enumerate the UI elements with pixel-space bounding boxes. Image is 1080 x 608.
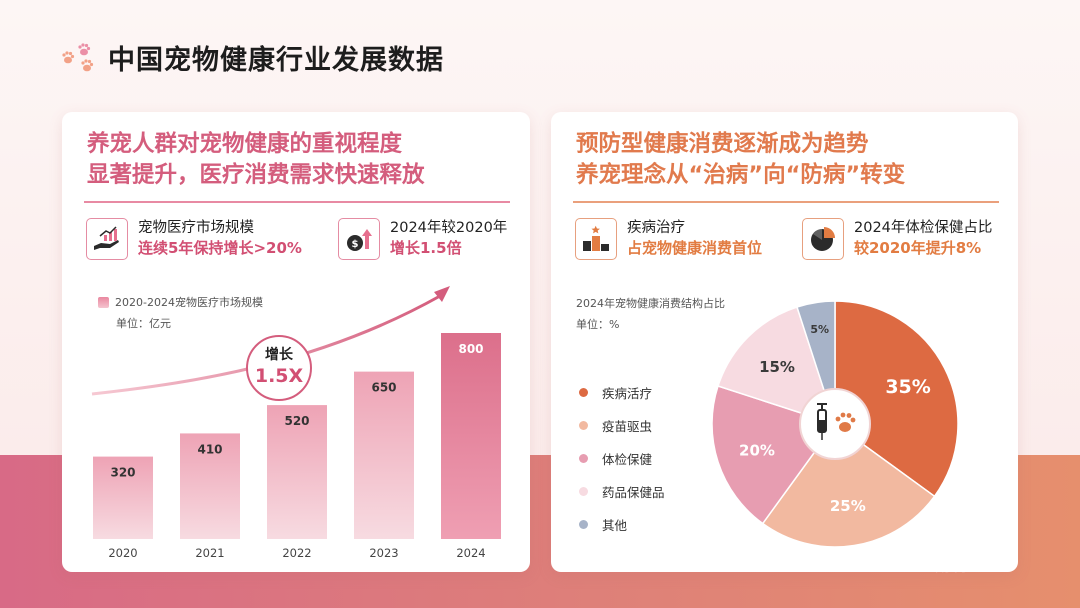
pie-legend: 疾病活疗疫苗驱虫体检保健药品保健品其他 (579, 376, 665, 541)
pie-legend-label: 疾病活疗 (602, 386, 653, 401)
stat-treatment-label: 疾病治疗 (627, 220, 685, 236)
right-headline: 预防型健康消费逐渐成为趋势 养宠理念从“治病”向“防病”转变 (576, 129, 905, 191)
bar-2024 (441, 333, 501, 539)
market-size-card: 养宠人群对宠物健康的重视程度 显著提升，医疗消费需求快速释放 宠物医疗市场规模 … (62, 112, 530, 572)
pie-legend-swatch (579, 388, 588, 397)
money-bag-up-arrow-icon: $ (338, 218, 380, 260)
bar-value-label: 650 (371, 381, 396, 395)
x-tick-label: 2024 (456, 546, 485, 560)
pie-slice-label: 25% (830, 497, 866, 515)
left-headline: 养宠人群对宠物健康的重视程度 显著提升，医疗消费需求快速释放 (87, 129, 425, 191)
left-headline-line2: 显著提升，医疗消费需求快速释放 (87, 162, 425, 188)
right-headline-line2: 养宠理念从“治病”向“防病”转变 (576, 162, 906, 188)
pie-legend-item: 药品保健品 (579, 475, 665, 508)
bar-legend-swatch (98, 296, 109, 308)
stat-treatment: 疾病治疗 占宠物健康消费首位 (575, 218, 762, 260)
paw-prints-icon (62, 42, 94, 71)
left-divider (84, 201, 510, 203)
pie-legend-swatch (579, 421, 588, 430)
bar-value-label: 800 (458, 342, 483, 356)
pie-legend-swatch (579, 487, 588, 496)
stat-market-growth-value: 连续5年保持增长>20% (138, 239, 302, 257)
bar-chart-legend: 2020-2024宠物医疗市场规模 (98, 294, 263, 310)
syringe-paw-icon (799, 388, 871, 460)
stat-checkup-share-label: 2024年体检保健占比 (854, 220, 993, 236)
bar-2021 (180, 433, 240, 539)
stat-growth-multiple-value: 增长1.5倍 (390, 239, 462, 257)
podium-star-icon (575, 218, 617, 260)
pie-slice-label: 5% (810, 323, 829, 336)
stat-growth-multiple-label: 2024年较2020年 (390, 220, 508, 236)
stat-checkup-share-value: 较2020年提升8% (854, 239, 982, 257)
pie-slice-0 (834, 300, 959, 498)
pie-slice-1 (761, 422, 936, 548)
stat-treatment-value: 占宠物健康消费首位 (627, 239, 763, 257)
growth-badge: 增长 1.5X (246, 335, 312, 401)
pie-legend-label: 药品保健品 (602, 485, 665, 500)
bar-value-label: 410 (197, 442, 222, 456)
stat-checkup-share: 2024年体检保健占比 较2020年提升8% (802, 218, 992, 260)
pie-legend-item: 疾病活疗 (579, 376, 665, 409)
right-divider (573, 201, 999, 203)
pie-legend-item: 体检保健 (579, 442, 665, 475)
bar-chart-title: 2020-2024宠物医疗市场规模 (115, 296, 263, 309)
bar-chart: 320 2020 410 2021 520 2022 650 2023 800 2024 增长 1… (91, 286, 501, 560)
right-headline-line1: 预防型健康消费逐渐成为趋势 (576, 131, 869, 157)
pie-legend-swatch (579, 520, 588, 529)
title-row: 中国宠物健康行业发展数据 (60, 38, 444, 77)
pie-legend-swatch (579, 454, 588, 463)
x-tick-label: 2021 (195, 546, 224, 560)
pie-chart-title: 2024年宠物健康消费结构占比 (576, 297, 725, 310)
x-tick-label: 2022 (282, 546, 311, 560)
consumption-structure-card: 预防型健康消费逐渐成为趋势 养宠理念从“治病”向“防病”转变 疾病治疗 占宠物健… (551, 112, 1018, 572)
stat-market-growth: 宠物医疗市场规模 连续5年保持增长>20% (86, 218, 302, 260)
pie-legend-item: 其他 (579, 508, 665, 541)
pie-slice-label: 35% (885, 376, 930, 398)
pie-slice-label: 15% (759, 358, 795, 376)
pie-legend-label: 其他 (602, 518, 628, 533)
x-tick-label: 2020 (108, 546, 137, 560)
pie-chart-unit: 单位：% (576, 318, 620, 331)
pie-legend-label: 疫苗驱虫 (602, 419, 653, 434)
stat-growth-multiple: $ 2024年较2020年 增长1.5倍 (338, 218, 507, 260)
page-title: 中国宠物健康行业发展数据 (108, 45, 444, 76)
stat-market-growth-label: 宠物医疗市场规模 (138, 220, 254, 236)
pie-legend-label: 体检保健 (602, 452, 653, 467)
bar-value-label: 320 (110, 466, 135, 480)
svg-text:$: $ (352, 239, 359, 250)
left-headline-line1: 养宠人群对宠物健康的重视程度 (87, 131, 403, 157)
bar-chart-unit: 单位：亿元 (116, 317, 171, 330)
bar-2022 (267, 405, 327, 539)
bar-2020 (93, 456, 153, 539)
watermark: 跟我学PPT (930, 559, 1003, 575)
growth-badge-label: 增长 (265, 346, 294, 363)
pie-chart: 35% 25% 20% 15% 5% (711, 300, 959, 548)
growth-badge-value: 1.5X (255, 365, 304, 387)
growth-arrow-head (434, 286, 450, 302)
pie-chart-icon (802, 218, 844, 260)
bar-2023 (354, 371, 414, 539)
pie-legend-item: 疫苗驱虫 (579, 409, 665, 442)
x-tick-label: 2023 (369, 546, 398, 560)
pie-slice-label: 20% (739, 441, 775, 459)
bar-value-label: 520 (284, 414, 309, 428)
hand-growth-chart-icon (86, 218, 128, 260)
